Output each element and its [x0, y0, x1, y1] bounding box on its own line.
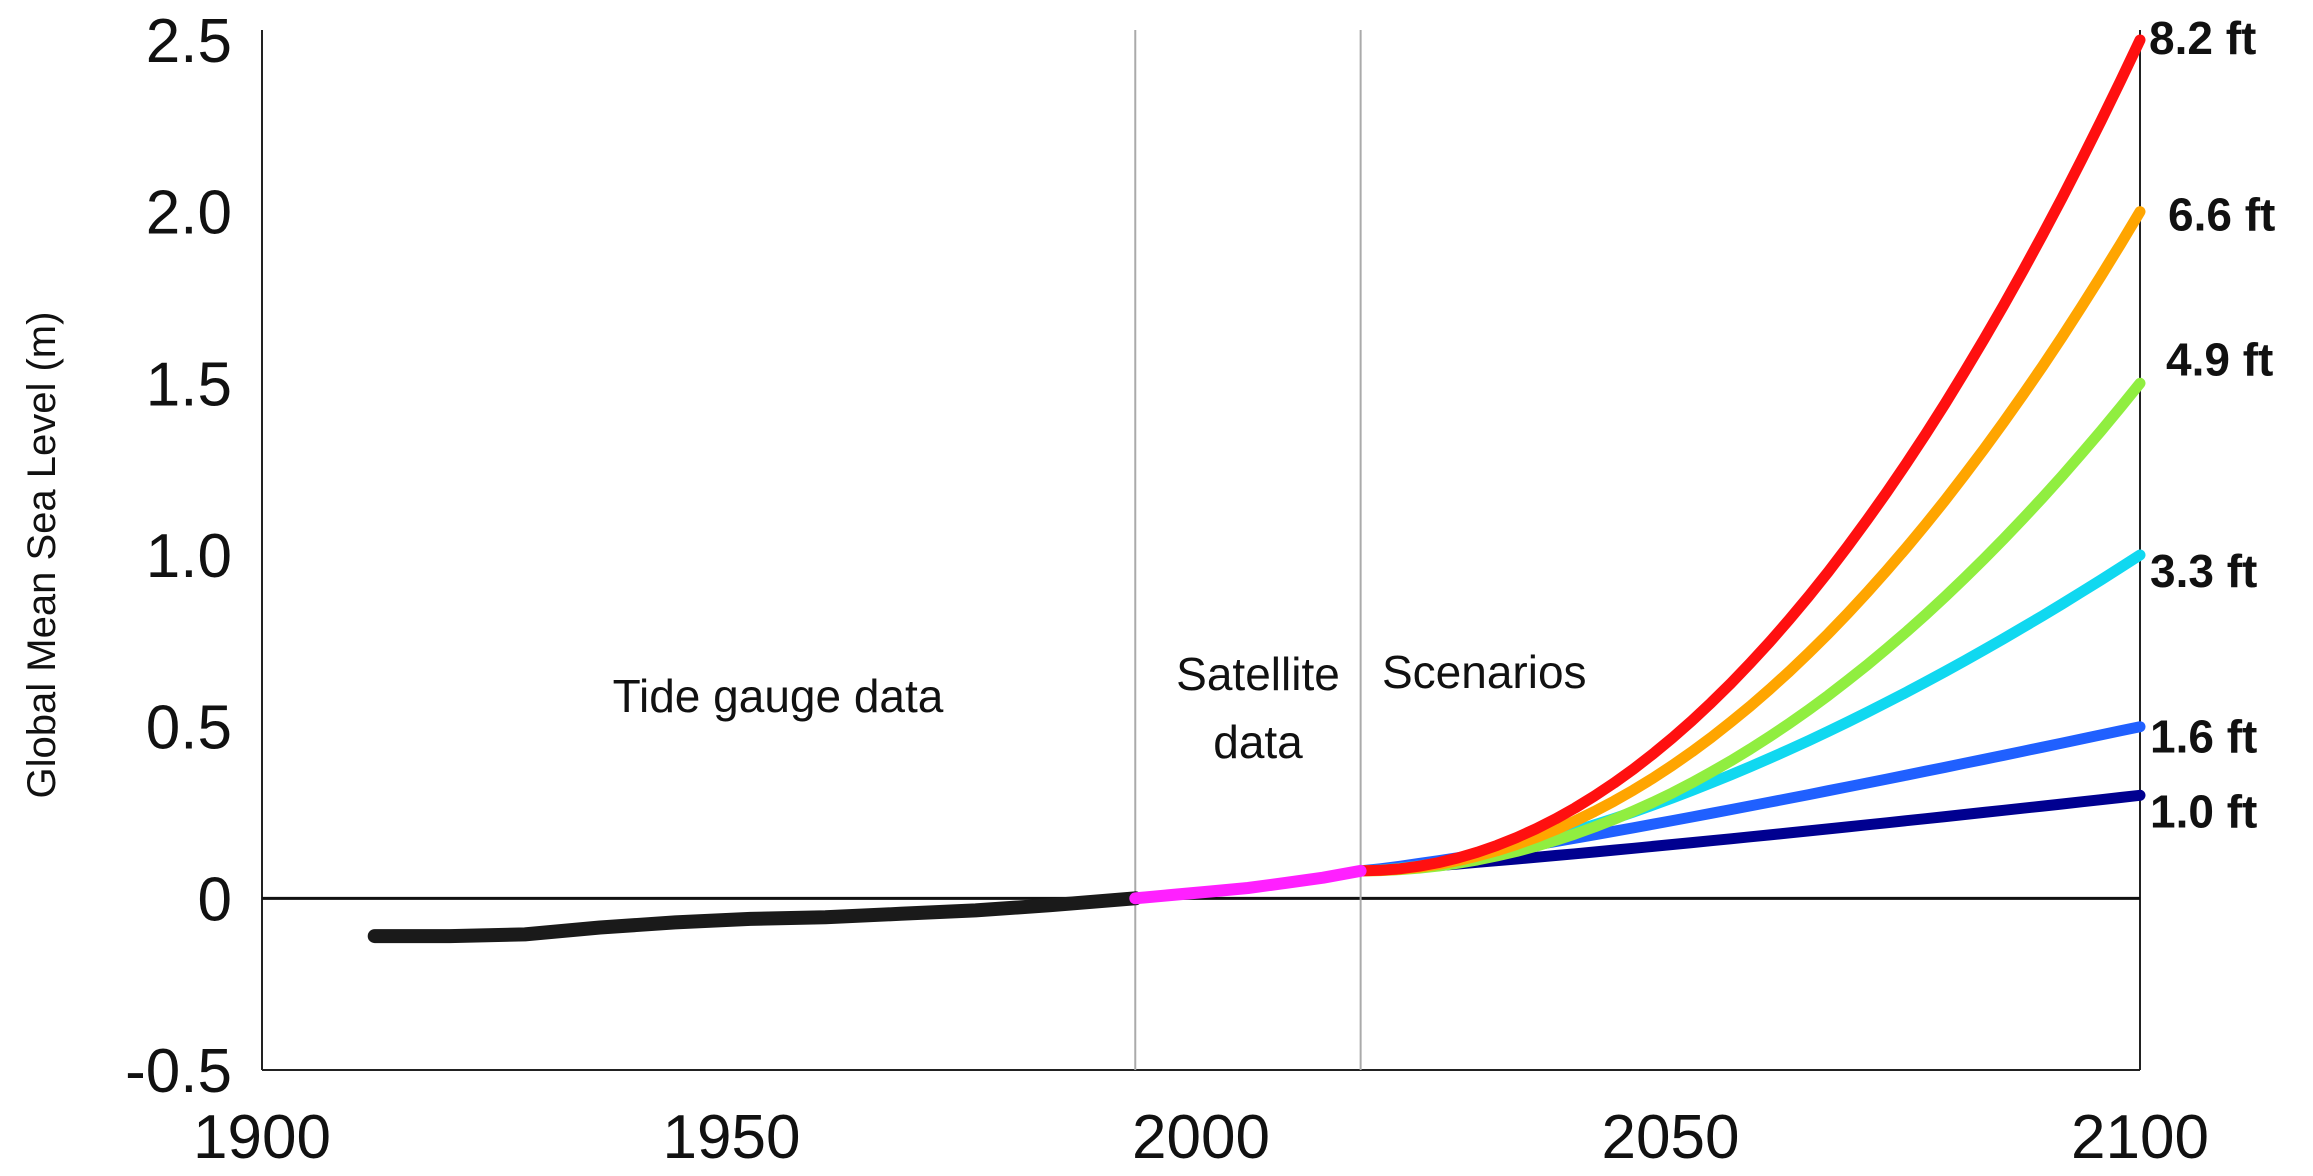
y-tick-label: 1.0	[146, 522, 232, 591]
tide-gauge-line	[367, 891, 1143, 944]
x-tick-label: 1950	[663, 1103, 801, 1171]
satellite-annotation-line1: Satellite	[1176, 648, 1340, 700]
y-tick-label: 2.5	[146, 7, 232, 76]
series-layer	[367, 34, 2146, 944]
x-tick-label: 2050	[1602, 1103, 1740, 1171]
y-tick-label: 1.5	[146, 350, 232, 419]
x-tick-label: 1900	[193, 1103, 331, 1171]
scenario-end-label: 1.6 ft	[2150, 711, 2257, 763]
labels: 8.2 ft 6.6 ft 4.9 ft 3.3 ft 1.6 ft 1.0 ft Tide…	[613, 12, 2276, 837]
scenarios-annotation: Scenarios	[1382, 646, 1587, 698]
satellite-annotation-line2: data	[1213, 716, 1303, 768]
x-tick-label: 2100	[2071, 1103, 2209, 1171]
x-tick-label: 2000	[1132, 1103, 1270, 1171]
y-tick-label: 0	[198, 865, 232, 934]
scenario-line	[1355, 34, 2146, 877]
scenario-end-label: 4.9 ft	[2166, 333, 2273, 385]
scenario-end-label: 3.3 ft	[2150, 545, 2257, 597]
scenario-end-label: 1.0 ft	[2150, 785, 2257, 837]
satellite-line	[1129, 864, 1367, 905]
y-tick-label: 2.0	[146, 179, 232, 248]
tide-gauge-annotation: Tide gauge data	[613, 670, 944, 722]
y-axis-label: Global Mean Sea Level (m)	[20, 312, 64, 799]
y-tick-label: 0.5	[146, 694, 232, 763]
scenario-end-label: 6.6 ft	[2168, 189, 2275, 241]
y-tick-label: -0.5	[125, 1037, 232, 1106]
scenario-end-label: 8.2 ft	[2149, 12, 2256, 64]
